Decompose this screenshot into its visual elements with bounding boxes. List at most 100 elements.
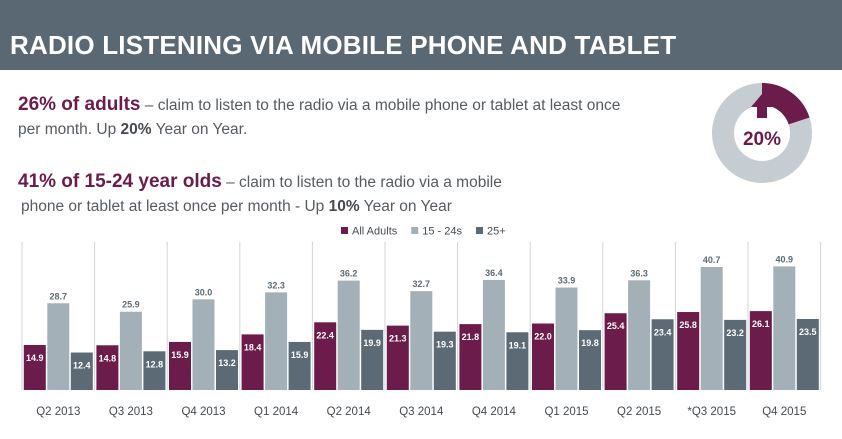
adults-stat: 26% of adults – claim to listen to the r… — [18, 93, 698, 142]
youth-stat: 41% of 15-24 year olds – claim to listen… — [18, 170, 578, 219]
header-banner: RADIO LISTENING VIA MOBILE PHONE AND TAB… — [0, 0, 842, 70]
page-title: RADIO LISTENING VIA MOBILE PHONE AND TAB… — [10, 30, 677, 60]
data-label-25: 23.5 — [799, 327, 817, 337]
data-label-all-adults: 22.4 — [316, 330, 334, 340]
x-tick-label: Q3 2013 — [109, 406, 153, 418]
bar-all-adults-q2-2015 — [604, 313, 627, 390]
bar-all-adults-q3-2014 — [386, 325, 409, 390]
bar-25-q2-2015 — [651, 319, 674, 390]
data-label-all-adults: 18.4 — [244, 342, 262, 352]
data-label-all-adults: 21.3 — [389, 334, 407, 344]
bar-25-q1-2015 — [579, 330, 601, 390]
bar-25-q4-2014 — [506, 332, 529, 390]
quarterly-bar-chart: All Adults 15 - 24s 25+ 14.9 28.7 12.4 14.8 25… — [21, 226, 822, 418]
bar-15-24s-q3-2015 — [700, 266, 723, 390]
data-label-25: 23.2 — [726, 328, 744, 338]
youth-stat-highlight: 41% of 15-24 year olds — [18, 171, 222, 192]
data-label-15-24s: 36.3 — [630, 268, 648, 278]
data-label-all-adults: 25.4 — [607, 321, 625, 331]
bar-25-q3-2013 — [143, 351, 166, 390]
data-label-15-24s: 40.9 — [776, 254, 794, 264]
data-label-15-24s: 30.0 — [195, 287, 213, 297]
adults-stat-text-b: per month. Up — [18, 121, 121, 138]
bar-all-adults-q4-2015 — [749, 311, 772, 390]
legend-swatch-25 — [476, 227, 483, 234]
data-label-15-24s: 28.7 — [50, 291, 68, 301]
bar-15-24s-q4-2014 — [482, 279, 505, 390]
data-label-25: 12.4 — [73, 361, 91, 371]
legend-label-25: 25+ — [487, 226, 506, 238]
bar-all-adults-q1-2015 — [532, 323, 554, 390]
x-tick-label: Q4 2014 — [472, 406, 517, 418]
x-tick-label: Q4 2013 — [181, 406, 225, 418]
data-label-15-24s: 32.7 — [413, 279, 431, 289]
donut-progress-arc — [761, 83, 810, 126]
bar-25-q4-2015 — [796, 318, 819, 390]
youth-stat-text-b: phone or tablet at least once per month … — [21, 198, 329, 215]
youth-stat-growth: 10% — [328, 198, 360, 215]
data-label-15-24s: 33.9 — [558, 276, 576, 286]
data-label-25: 19.8 — [581, 338, 599, 348]
bar-25-q3-2015 — [724, 319, 747, 390]
data-label-all-adults: 22.0 — [534, 332, 552, 342]
x-axis-labels: Q2 2013 Q3 2013 Q4 2013 Q1 2014 Q2 2014 Q3 20… — [36, 406, 806, 418]
legend-swatch-all-adults — [341, 227, 348, 234]
legend-swatch-15-24s — [411, 227, 419, 234]
adults-stat-highlight: 26% of adults — [18, 94, 141, 115]
data-label-25: 19.3 — [436, 340, 454, 350]
bar-25-q2-2013 — [70, 352, 93, 390]
bar-15-24s-q4-2013 — [192, 299, 215, 390]
data-label-15-24s: 25.9 — [122, 300, 140, 310]
data-label-all-adults: 25.8 — [679, 320, 697, 330]
bar-15-24s-q1-2015 — [555, 287, 578, 390]
data-label-25: 12.8 — [146, 359, 164, 369]
x-tick-label: Q3 2014 — [399, 406, 444, 418]
adults-stat-text-a: – claim to listen to the radio via a mob… — [140, 97, 621, 114]
badge-label: 20% — [743, 129, 781, 150]
legend-label-all-adults: All Adults — [352, 226, 398, 238]
bar-25-q4-2013 — [216, 350, 238, 390]
growth-donut: 20% — [712, 83, 812, 183]
data-label-15-24s: 36.2 — [340, 269, 358, 279]
data-label-25: 23.4 — [654, 327, 672, 337]
bar-all-adults-q1-2014 — [241, 334, 264, 390]
bar-15-24s-q2-2014 — [337, 280, 360, 390]
data-label-15-24s: 32.3 — [267, 280, 285, 290]
bar-25-q3-2014 — [433, 331, 456, 390]
youth-stat-text-c: Year on Year — [359, 198, 452, 215]
x-tick-label: Q4 2015 — [762, 406, 806, 418]
bar-all-adults-q3-2015 — [677, 312, 700, 390]
adults-stat-growth: 20% — [120, 121, 152, 138]
adults-stat-text-c: Year on Year. — [151, 121, 248, 138]
data-label-all-adults: 14.8 — [99, 353, 117, 363]
legend-label-15-24s: 15 - 24s — [422, 226, 462, 238]
data-label-25: 19.9 — [363, 338, 381, 348]
bar-25-q2-2014 — [361, 329, 384, 390]
bar-all-adults-q2-2014 — [314, 322, 337, 390]
data-label-25: 15.9 — [291, 350, 309, 360]
x-tick-label: Q1 2015 — [544, 406, 588, 418]
x-tick-label: Q2 2013 — [36, 406, 80, 418]
data-label-all-adults: 21.8 — [462, 332, 480, 342]
data-label-all-adults: 15.9 — [171, 350, 189, 360]
data-label-all-adults: 26.1 — [752, 319, 770, 329]
bar-all-adults-q3-2013 — [96, 345, 119, 390]
bar-15-24s-q3-2014 — [410, 291, 433, 390]
data-label-all-adults: 14.9 — [26, 353, 44, 363]
bar-15-24s-q2-2015 — [628, 280, 651, 390]
chart-legend: All Adults 15 - 24s 25+ — [341, 226, 506, 238]
bar-15-24s-q3-2013 — [119, 311, 142, 390]
bar-all-adults-q2-2013 — [23, 344, 46, 390]
bar-25-q1-2014 — [288, 341, 311, 390]
bar-15-24s-q4-2015 — [773, 266, 796, 390]
data-label-15-24s: 36.4 — [485, 268, 503, 278]
x-tick-label: *Q3 2015 — [687, 406, 736, 418]
data-label-25: 13.2 — [218, 358, 236, 368]
x-tick-label: Q1 2014 — [254, 406, 299, 418]
data-label-15-24s: 40.7 — [703, 255, 721, 265]
x-tick-label: Q2 2015 — [617, 406, 661, 418]
bar-15-24s-q1-2014 — [265, 292, 288, 390]
x-tick-label: Q2 2014 — [327, 406, 372, 418]
bar-all-adults-q4-2013 — [169, 341, 191, 390]
bar-15-24s-q2-2013 — [47, 303, 70, 390]
